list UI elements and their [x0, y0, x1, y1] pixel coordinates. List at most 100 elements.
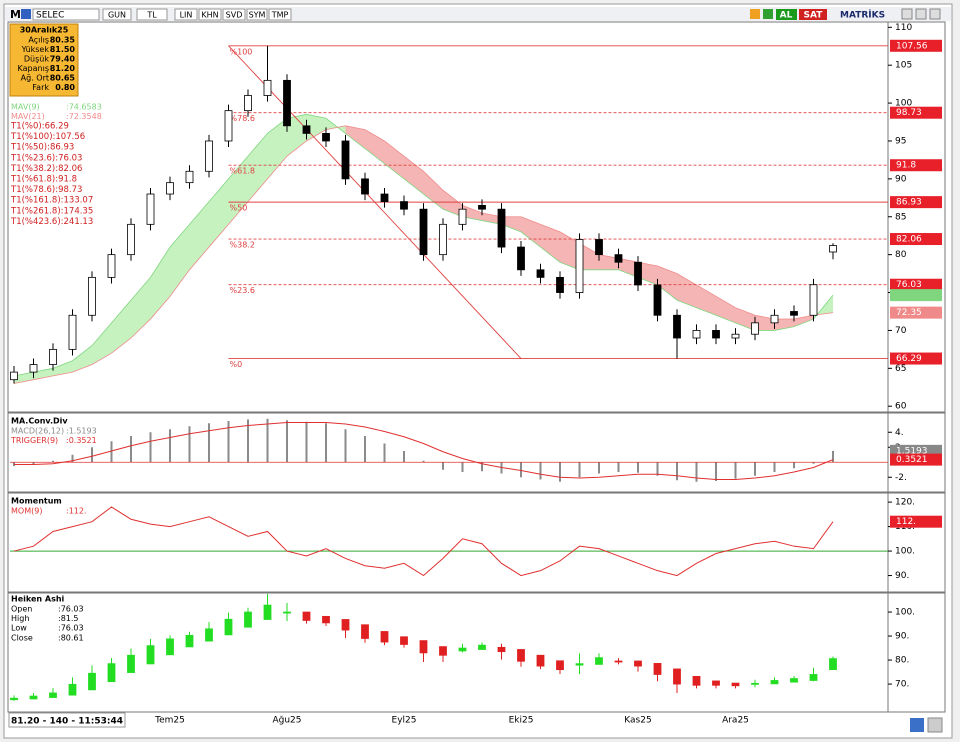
buy-button[interactable]	[776, 9, 797, 20]
y-tick-label: 90.	[895, 571, 909, 581]
ma-band	[384, 140, 404, 179]
toolbar-button[interactable]	[246, 8, 268, 21]
info-value: 81.50	[50, 45, 76, 54]
candle-body	[634, 660, 642, 667]
ma-band	[150, 247, 170, 320]
sell-button[interactable]	[799, 9, 827, 20]
ma-band	[287, 114, 307, 157]
fib-label: %100	[230, 47, 253, 56]
value-box-label: 0.3521	[896, 455, 928, 465]
toolbar-button-label: LIN	[180, 11, 193, 20]
legend-value: :81.5	[58, 614, 79, 623]
candle-body	[224, 618, 233, 636]
fib-legend: T1(%78.6):98.73	[10, 185, 82, 195]
ma-band	[92, 322, 112, 365]
candle-body	[49, 348, 57, 365]
status: 81.20 - 140 - 11:53:44	[11, 717, 123, 727]
value-box	[890, 159, 942, 172]
candle-body	[361, 178, 369, 195]
value-box-label: 112.	[896, 517, 916, 527]
candle-body	[244, 95, 252, 112]
toolbar-button[interactable]	[174, 8, 198, 21]
window-button[interactable]	[915, 8, 927, 20]
symbol-box[interactable]	[32, 8, 100, 21]
y-tick-label: 120.	[895, 498, 915, 508]
toolbar-button[interactable]	[136, 8, 168, 21]
fib-legend: T1(%23.6):76.03	[10, 153, 82, 163]
candle-body	[556, 276, 564, 293]
candle-body	[88, 276, 96, 316]
candle-body	[575, 239, 584, 293]
candle-body	[614, 254, 623, 263]
candle-body	[770, 680, 779, 685]
toolbar-button[interactable]	[222, 8, 246, 21]
legend-name: MAV(21)	[11, 112, 45, 121]
candle-body	[341, 140, 350, 180]
brand: MATRİKS	[840, 10, 885, 21]
value-box-label: 86.93	[896, 198, 922, 208]
window-button[interactable]	[901, 8, 913, 20]
toolbar-button-label: SVD	[226, 11, 243, 20]
ma-band	[111, 300, 131, 354]
y-tick-label: 100.	[895, 547, 915, 557]
candle-body	[634, 261, 642, 286]
candle-body	[692, 330, 701, 339]
value-box	[890, 39, 942, 52]
info-label: Açılış	[28, 36, 49, 45]
buttons: GUN TL LIN KHN SVD SYM TMP	[102, 8, 292, 21]
candle-body	[283, 79, 291, 127]
toolbar-button-label: KHN	[201, 11, 218, 20]
status-box	[8, 712, 126, 728]
legend-name: TRIGGER(9)	[10, 436, 58, 445]
value-box	[890, 196, 942, 209]
toolbar-button[interactable]	[268, 8, 292, 21]
candle-body	[283, 611, 291, 614]
candle-body	[829, 245, 837, 253]
candle-body	[341, 619, 350, 631]
candle-body	[166, 638, 174, 656]
candle-body	[790, 311, 798, 316]
candle-body	[322, 132, 330, 142]
legend-name: High	[11, 614, 29, 623]
fib-legend: T1(%50):86.93	[10, 143, 74, 153]
ma-band	[579, 243, 599, 270]
candle-body	[712, 680, 720, 686]
value-box-label: 107.56	[896, 41, 928, 51]
candle-body	[302, 125, 311, 134]
macd-panel	[7, 412, 946, 493]
ma-band	[267, 118, 287, 179]
candle-body	[731, 682, 740, 687]
ma-band	[560, 231, 580, 270]
toolbar-button[interactable]	[102, 8, 132, 21]
candle-body	[107, 663, 116, 683]
y-tick-label: 95	[895, 136, 906, 146]
candle-body	[478, 204, 486, 210]
icon[interactable]	[910, 718, 924, 732]
ma-band	[423, 171, 443, 210]
fib-label: %38.2	[230, 241, 255, 250]
logo: M	[10, 8, 21, 21]
candle-body	[400, 201, 408, 210]
candle-body	[185, 170, 194, 184]
info-label: Fark	[32, 83, 49, 92]
info-date: 30Aralık25	[20, 26, 69, 35]
icon[interactable]	[927, 717, 943, 733]
fib-label: %0	[230, 360, 243, 369]
x-tick-label: Kas25	[624, 716, 651, 726]
window-button[interactable]	[929, 8, 941, 20]
legend-value: :72.3548	[66, 112, 102, 121]
value-box	[890, 233, 942, 246]
candle-body	[614, 660, 623, 663]
candle-body	[439, 646, 447, 656]
buy-label: AL	[780, 11, 793, 21]
toolbar-button[interactable]	[198, 8, 222, 21]
y-tick-label: 80	[895, 250, 907, 260]
candle-body	[205, 140, 213, 172]
candle-body	[322, 615, 330, 624]
info-label: Ağ. Ort	[21, 74, 49, 83]
legend-name: MAV(9)	[11, 103, 40, 112]
value-box	[890, 453, 942, 466]
candle-body	[517, 649, 525, 662]
candle-body	[380, 631, 389, 643]
